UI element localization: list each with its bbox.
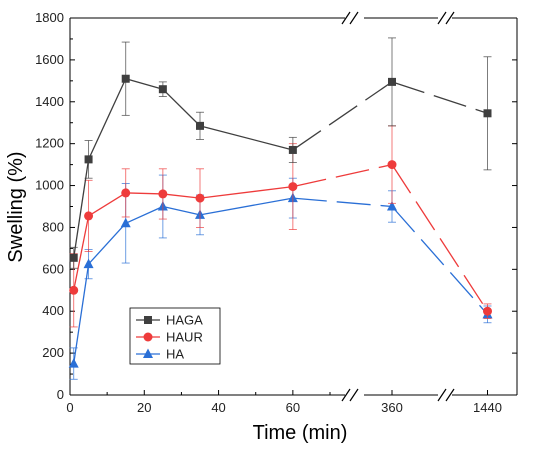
data-point — [387, 160, 397, 170]
data-point — [483, 109, 492, 118]
data-point — [68, 358, 79, 368]
series-line — [162, 193, 201, 199]
series-line — [87, 78, 127, 160]
axis-break-mark — [437, 11, 447, 25]
data-point — [388, 77, 396, 86]
axis-break-mark — [341, 388, 351, 402]
series-ha — [68, 174, 493, 380]
axis-break-mark — [349, 11, 359, 25]
series-line — [391, 164, 489, 312]
series-line — [199, 185, 293, 199]
series-haga — [69, 37, 492, 269]
x-tick-label: 0 — [66, 400, 73, 415]
y-tick-label: 200 — [42, 345, 64, 360]
y-axis-title: Swelling (%) — [5, 151, 27, 262]
series-line — [73, 159, 90, 258]
data-point — [196, 121, 204, 130]
x-tick-label: 40 — [211, 400, 225, 415]
data-point — [69, 285, 79, 295]
legend-marker — [144, 316, 152, 324]
legend-label: HAGA — [166, 313, 203, 328]
legend-label: HAUR — [166, 330, 203, 345]
axis-break-mark — [341, 11, 351, 25]
series-line — [73, 264, 90, 364]
series-line — [391, 81, 488, 114]
axis-break-mark — [445, 388, 455, 402]
y-tick-label: 1400 — [35, 94, 64, 109]
data-point — [195, 193, 205, 203]
x-axis-title: Time (min) — [253, 422, 348, 444]
data-point — [84, 211, 94, 221]
x-tick-label: 20 — [137, 400, 151, 415]
data-point — [288, 182, 298, 192]
legend-marker — [143, 348, 153, 358]
series-layer — [68, 37, 493, 380]
y-tick-label: 800 — [42, 219, 64, 234]
series-line — [162, 205, 201, 216]
x-tick-label: 1440 — [473, 400, 502, 415]
series-line — [162, 88, 201, 127]
series-line — [199, 197, 293, 216]
data-point — [158, 85, 167, 94]
legend-label: HA — [166, 347, 184, 362]
series-haur — [69, 125, 492, 328]
legend: HAGA HAUR HA — [129, 307, 221, 365]
data-point — [387, 201, 397, 211]
series-line — [391, 206, 488, 315]
series-line — [73, 215, 90, 291]
series-line — [88, 192, 127, 217]
data-point — [121, 188, 131, 198]
axis-break-mark — [349, 388, 359, 402]
x-tick-label: 60 — [286, 400, 300, 415]
data-point — [120, 217, 131, 228]
series-line — [199, 125, 294, 151]
y-tick-label: 600 — [42, 261, 64, 276]
y-tick-label: 1800 — [35, 10, 64, 25]
data-point — [83, 258, 94, 269]
series-line — [292, 163, 393, 188]
data-point — [69, 253, 78, 262]
series-line — [125, 205, 164, 224]
data-point — [288, 145, 297, 154]
y-tick-label: 0 — [57, 387, 64, 402]
x-axis: 0 20 40 60 360 1440 — [66, 390, 502, 415]
data-point — [84, 155, 93, 164]
series-line — [125, 192, 163, 195]
y-tick-label: 1000 — [35, 178, 64, 193]
legend-marker — [143, 332, 153, 342]
y-tick-label: 1200 — [35, 136, 64, 151]
y-tick-label: 400 — [42, 303, 64, 318]
axis-break-mark — [437, 388, 447, 402]
series-line — [125, 78, 164, 90]
x-tick-label: 360 — [381, 400, 403, 415]
y-axis: 0 200 400 600 800 1000 1200 1400 1600 1800 — [35, 10, 517, 402]
axis-break-mark — [445, 11, 455, 25]
data-point — [121, 74, 130, 83]
data-point — [483, 306, 492, 316]
series-line — [292, 81, 393, 151]
series-line — [88, 222, 127, 265]
series-line — [292, 197, 393, 208]
y-tick-label: 1600 — [35, 52, 64, 67]
data-point — [158, 189, 168, 199]
